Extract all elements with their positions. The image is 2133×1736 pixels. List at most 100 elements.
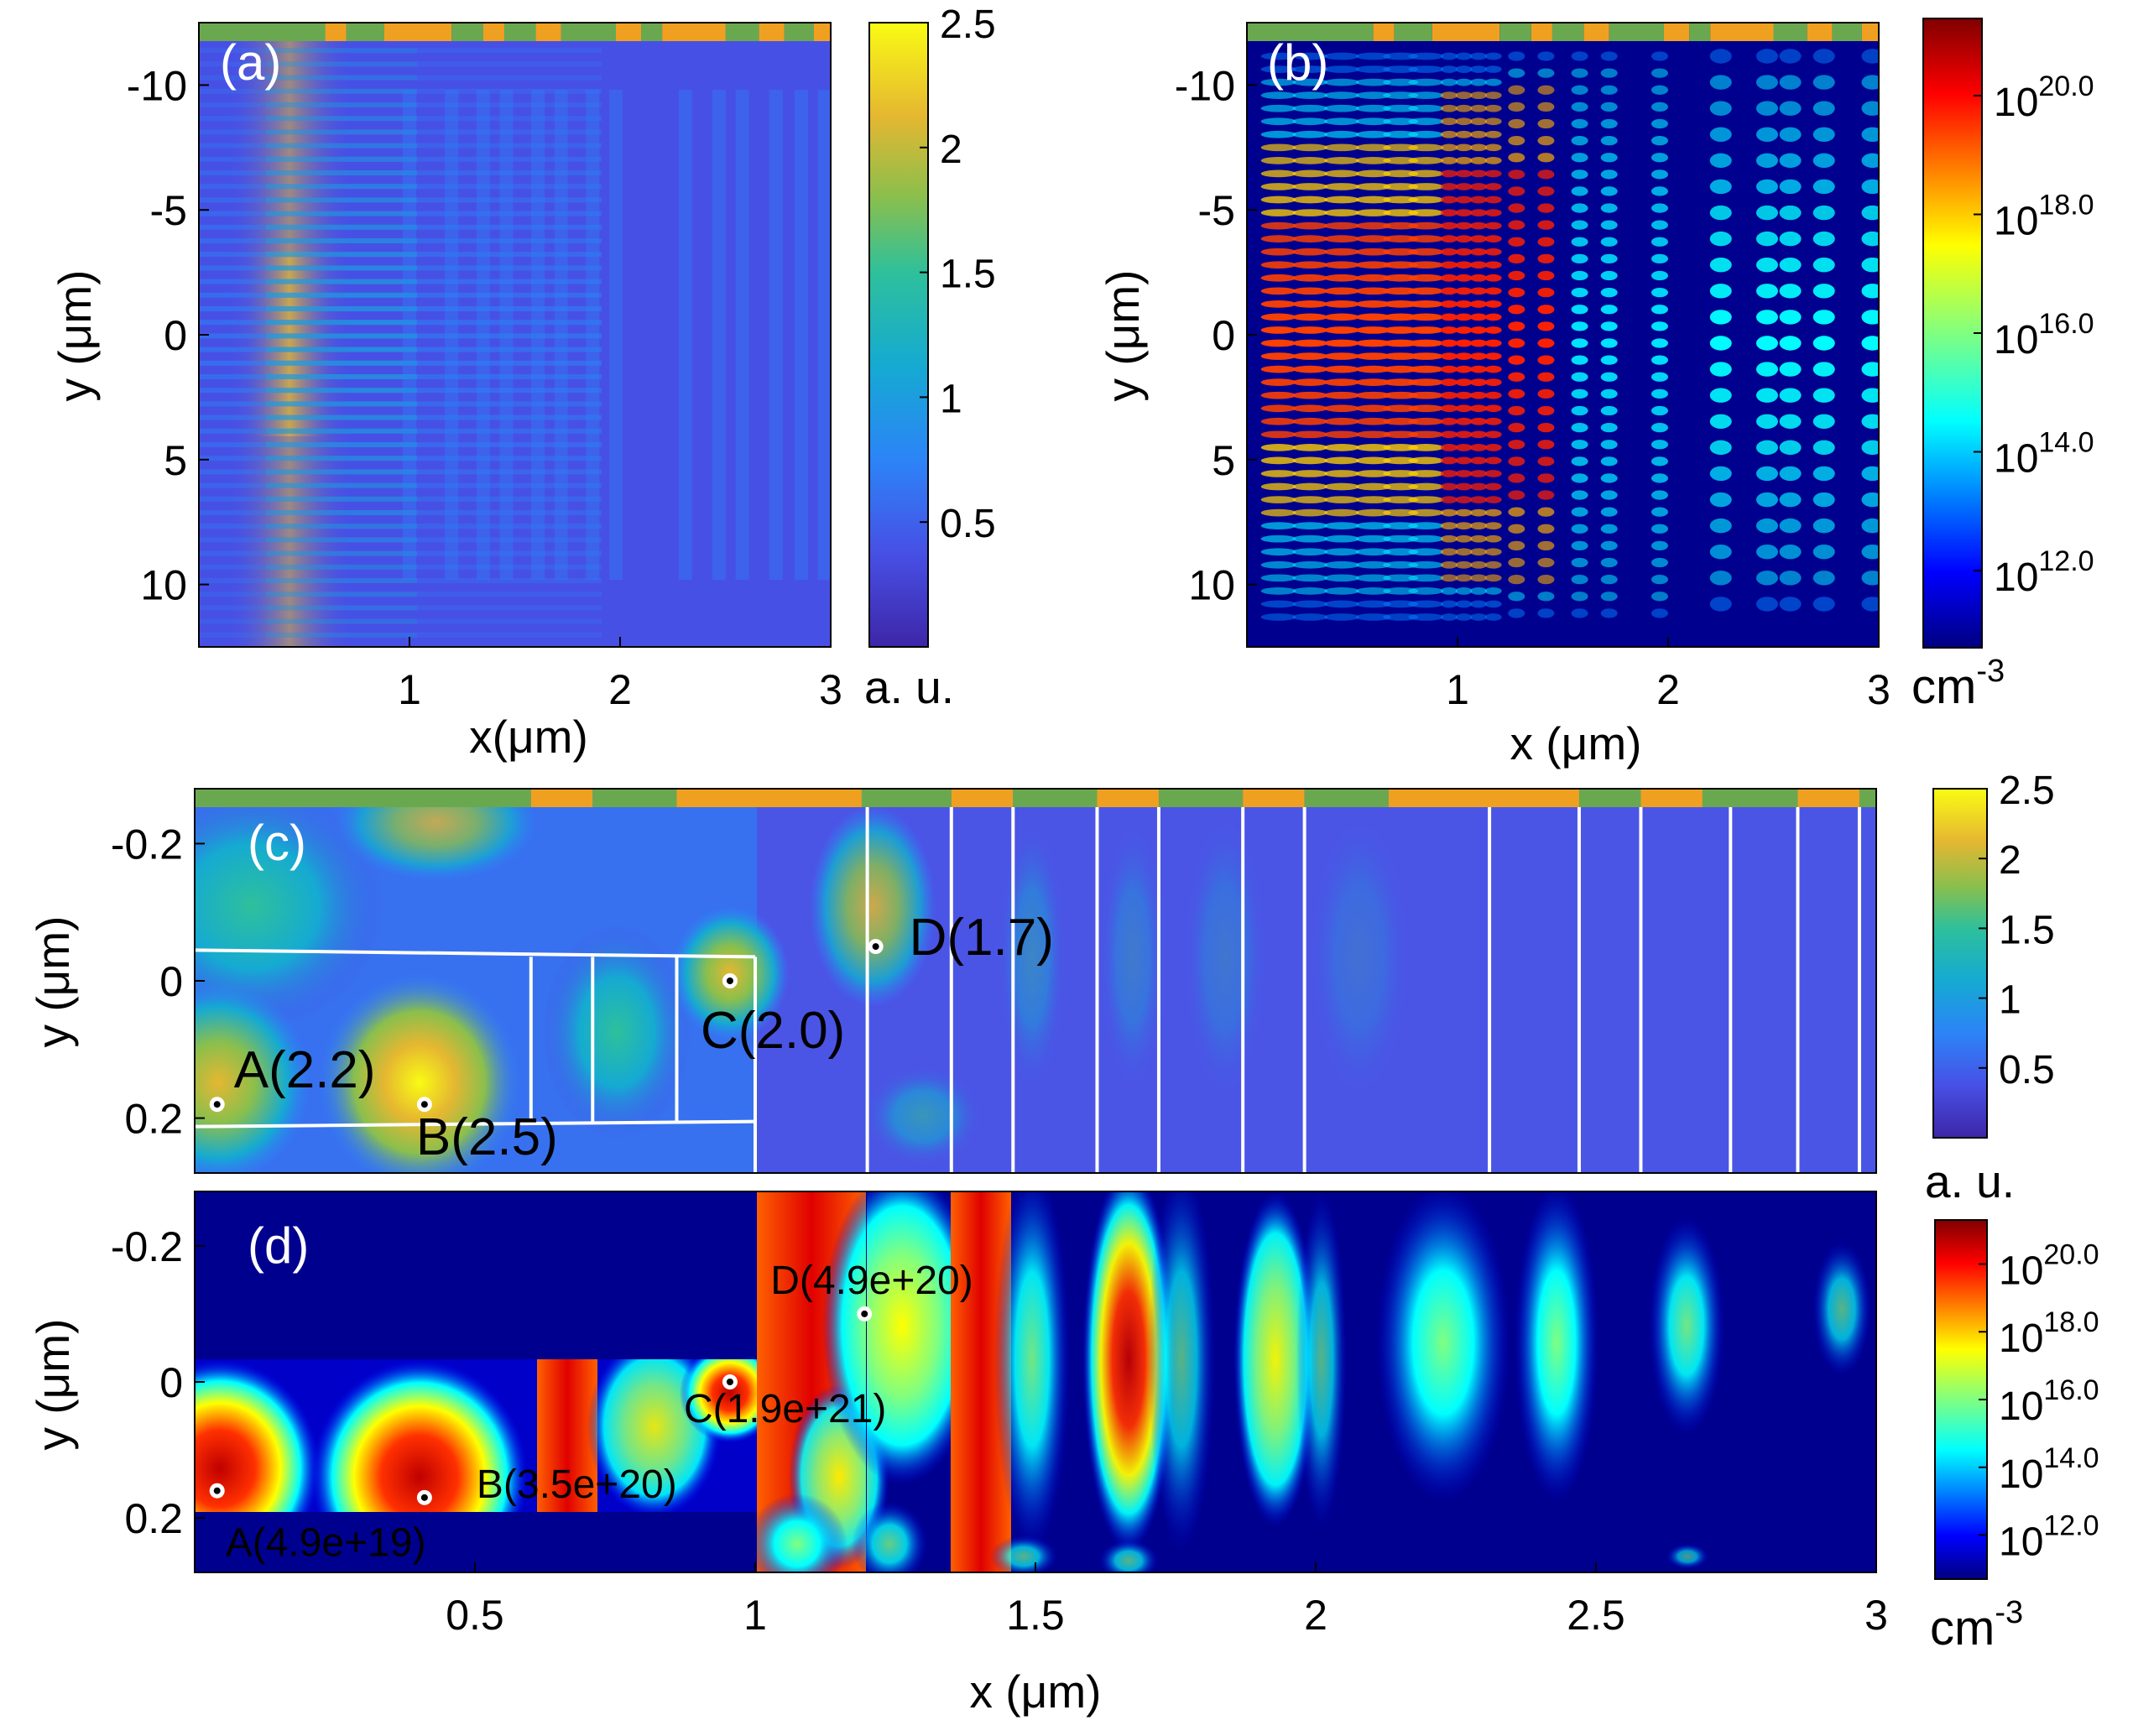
panel-b-fringe <box>1408 600 1444 608</box>
panel-b-fringe <box>1383 117 1419 126</box>
panel-b-fringe <box>1323 169 1359 178</box>
panel-b-fringe <box>1292 209 1328 216</box>
panel-b-fringe <box>1470 600 1488 608</box>
panel-b-fringe <box>1455 534 1473 543</box>
panel-d-colorbar-tick-exp: 14.0 <box>2043 1442 2099 1474</box>
panel-b-fringe <box>1355 339 1391 347</box>
panel-c-annotation-marker-center <box>872 943 879 951</box>
panel-d-ytick-label: 0 <box>159 1359 183 1406</box>
panel-b-fringe <box>1537 490 1555 500</box>
panel-d-colorbar-label-base: cm <box>1930 1601 1995 1655</box>
panel-b-fringe <box>1571 321 1588 331</box>
panel-b-fringe <box>1484 496 1502 503</box>
panel-b-fringe <box>1508 68 1525 78</box>
panel-b-fringe <box>1260 195 1296 204</box>
panel-b-fringe <box>1455 117 1473 126</box>
panel-b-fringe <box>1508 85 1525 95</box>
panel-b-fringe <box>1709 153 1732 169</box>
panel-b-fringe <box>1709 179 1732 195</box>
panel-b-fringe <box>1323 326 1359 334</box>
panel-a-column <box>586 90 600 580</box>
panel-b-fringe <box>1455 326 1473 334</box>
panel-b-fringe <box>1779 231 1802 247</box>
panel-b-fringe <box>1323 117 1359 126</box>
panel-b-fringe <box>1323 574 1359 582</box>
panel-b-fringe <box>1709 545 1732 560</box>
panel-b-fringe <box>1323 261 1359 269</box>
panel-b-fringe <box>1508 321 1525 331</box>
panel-b-fringe <box>1755 205 1778 221</box>
panel-b-fringe <box>1383 195 1419 204</box>
panel-a-fringe <box>199 129 602 135</box>
panel-b-fringe <box>1537 135 1555 146</box>
panel-c-ytick-label: -0.2 <box>111 821 183 868</box>
panel-a: (a) -10 -5 0 5 10 1 2 3 x(μm) y (μm) 0.5 1 1.5 2 2.… <box>49 3 996 763</box>
panel-b-fringe <box>1651 169 1668 180</box>
panel-b-fringe <box>1537 153 1555 163</box>
panel-b-fringe <box>1260 248 1296 256</box>
panel-b-fringe <box>1408 482 1444 491</box>
panel-b-fringe <box>1455 613 1473 621</box>
panel-b-ylabel: y (μm) <box>1097 270 1149 402</box>
panel-b-fringe <box>1508 490 1525 500</box>
panel-b-fringe <box>1440 313 1458 321</box>
panel-b-fringe <box>1484 444 1502 451</box>
panel-b-fringe <box>1470 117 1488 126</box>
panel-b-fringe <box>1323 104 1359 112</box>
panel-b-colorbar-label-exp: -3 <box>1976 654 2005 689</box>
panel-a-fringe <box>266 48 417 54</box>
panel-b-fringe <box>1408 300 1444 308</box>
panel-b-fringe <box>1260 417 1296 425</box>
panel-b-fringe <box>1779 258 1802 273</box>
panel-b-fringe <box>1355 300 1391 308</box>
panel-b-fringe <box>1383 534 1419 543</box>
panel-a-xtick-label: 3 <box>819 666 842 713</box>
panel-b-fringe <box>1383 183 1419 190</box>
panel-b-fringe <box>1484 195 1502 204</box>
panel-b-fringe <box>1383 470 1419 477</box>
panel-c-annotation-label: A(2.2) <box>234 1041 376 1099</box>
panel-a-structure-segment <box>641 23 663 41</box>
panel-a-fringe <box>199 374 602 379</box>
panel-b-fringe <box>1323 600 1359 608</box>
panel-b-fringe <box>1861 545 1879 560</box>
panel-b-fringe <box>1440 78 1458 86</box>
panel-b-fringe <box>1861 466 1879 482</box>
panel-c-annotation-label: C(2.0) <box>701 1002 845 1060</box>
panel-b-structure-segment <box>1394 23 1432 41</box>
panel-a-colorbar-tick-label: 0.5 <box>940 502 996 546</box>
panel-b-fringe <box>1323 352 1359 360</box>
panel-d: (d) A(4.9e+19) B(3.5e+20)C(1.9e+21) D(4.9e… <box>27 1191 2099 1718</box>
panel-b-structure-segment <box>1773 23 1807 41</box>
panel-b-fringe <box>1455 508 1473 517</box>
panel-b-fringe <box>1355 508 1391 517</box>
panel-b-fringe <box>1755 49 1778 64</box>
panel-d-colorbar-label: cm-3 <box>1930 1595 2023 1655</box>
panel-a-fringe <box>199 48 602 54</box>
panel-d-colorbar-tick-label: 1012.0 <box>1999 1510 2099 1565</box>
panel-b-structure-segment <box>1499 23 1531 41</box>
panel-b-fringe <box>1651 608 1668 618</box>
panel-b-fringe <box>1861 205 1879 221</box>
panel-b-fringe <box>1651 321 1668 331</box>
panel-a-fringe <box>199 605 602 611</box>
panel-a-fringe <box>266 428 417 434</box>
panel-b-fringe <box>1408 496 1444 503</box>
panel-b-fringe <box>1571 186 1588 196</box>
panel-d-field <box>195 1191 1871 1572</box>
panel-b-fringe <box>1709 414 1732 429</box>
panel-b-fringe <box>1383 65 1419 73</box>
panel-a-fringe <box>199 224 602 230</box>
panel-b-fringe <box>1292 365 1328 373</box>
panel-a-xtick-label: 1 <box>398 666 421 713</box>
panel-a-column <box>794 90 808 580</box>
panel-b-fringe <box>1484 91 1502 99</box>
panel-a-fringe <box>266 184 417 190</box>
panel-b-structure-segment <box>1663 23 1690 41</box>
panel-d-xtick-label: 2.5 <box>1567 1592 1625 1639</box>
panel-a-structure-segment <box>561 23 616 41</box>
panel-b-fringe <box>1455 52 1473 60</box>
panel-b-fringe <box>1260 300 1296 308</box>
panel-b-fringe <box>1571 490 1588 500</box>
